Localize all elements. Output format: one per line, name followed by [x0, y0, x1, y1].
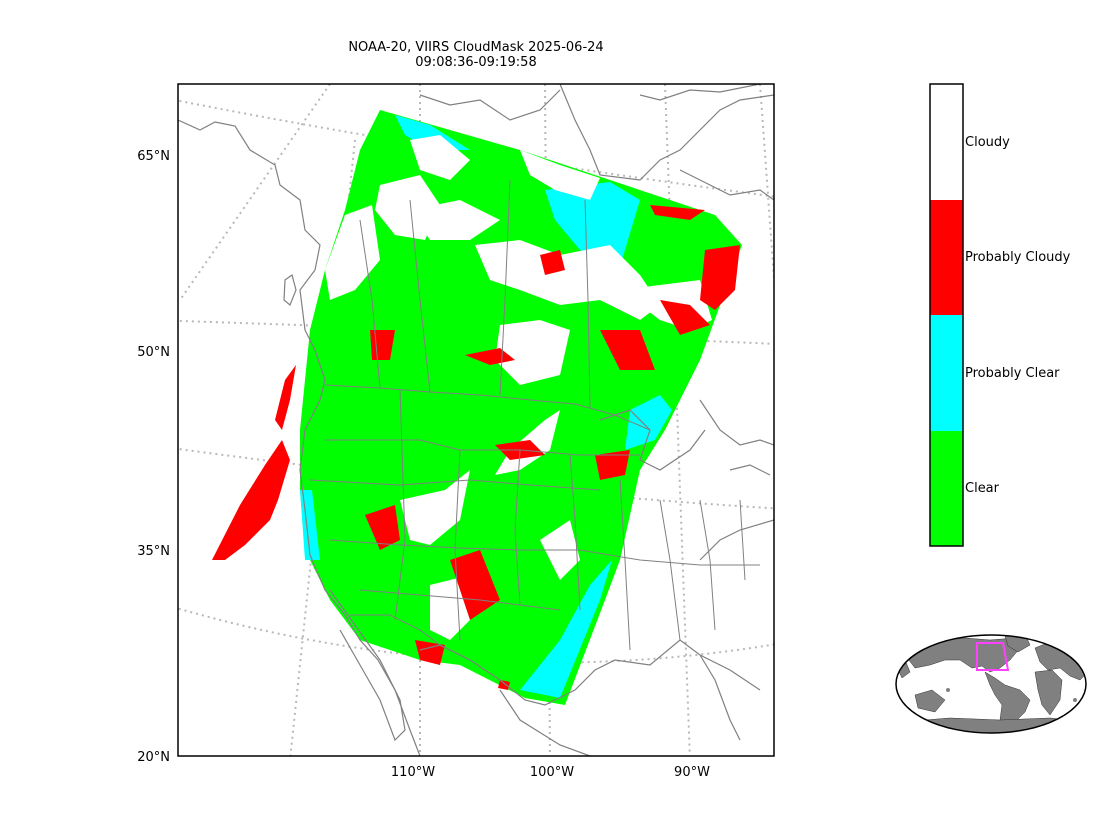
colorbar-frame — [929, 83, 964, 547]
inset-land — [896, 635, 1086, 733]
lat-tick-label: 20°N — [137, 750, 170, 765]
coastline-labrador — [679, 169, 774, 201]
map-frame — [177, 83, 775, 757]
colorbar-label-clear: Clear — [965, 481, 1000, 496]
map-title: NOAA-20, VIIRS CloudMask 2025-06-24 09:0… — [178, 40, 774, 70]
coastline-island — [283, 274, 297, 306]
coastline-hudson — [559, 84, 774, 181]
lat-tick-label: 50°N — [137, 345, 170, 360]
coastlines — [178, 84, 774, 756]
coastline-arctic — [419, 84, 761, 121]
lon-tick-label: 110°W — [391, 765, 435, 780]
colorbar-segment-probably-cloudy — [930, 200, 963, 315]
colorbar-label-probably-clear: Probably Clear — [965, 366, 1060, 381]
lat-tick-label: 65°N — [137, 149, 170, 164]
swath — [212, 110, 742, 705]
lat-tick-labels: 65°N 50°N 35°N 20°N — [137, 149, 170, 765]
lon-tick-label: 100°W — [530, 765, 574, 780]
coastline-east — [699, 399, 774, 561]
lon-tick-label: 90°W — [674, 765, 710, 780]
graticule-lon-130 — [179, 84, 331, 301]
colorbar-segment-probably-clear — [930, 315, 963, 431]
swath-probably-cloudy — [212, 205, 740, 690]
map-area — [178, 84, 774, 756]
colorbar: Cloudy Probably Cloudy Probably Clear Cl… — [929, 83, 1071, 547]
swath-probably-clear — [300, 115, 672, 698]
coastline-mexico — [499, 689, 591, 756]
lat-tick-label: 35°N — [137, 544, 170, 559]
colorbar-segment-cloudy — [930, 84, 963, 200]
colorbar-label-probably-cloudy: Probably Cloudy — [965, 250, 1071, 265]
border-us-mexico — [350, 614, 471, 661]
coastline-baja — [329, 589, 406, 742]
coastline-florida — [699, 654, 741, 741]
swath-clear-region — [300, 110, 742, 705]
border-us-states — [309, 389, 760, 651]
colorbar-label-cloudy: Cloudy — [965, 135, 1010, 150]
map-title-line1: NOAA-20, VIIRS CloudMask 2025-06-24 — [348, 40, 604, 55]
inset-globe — [895, 634, 1087, 734]
graticule-lat-65 — [178, 99, 774, 198]
border-canada-provinces — [359, 179, 591, 409]
lon-tick-labels: 110°W 100°W 90°W — [391, 765, 710, 780]
colorbar-segment-clear — [930, 431, 963, 546]
coastline-greatlakes — [599, 409, 706, 471]
political-borders — [309, 179, 760, 661]
inset-swath-extent — [976, 642, 1010, 671]
coastline-north — [178, 119, 421, 756]
border-us-canada — [324, 384, 651, 431]
map-title-line2: 09:08:36-09:19:58 — [415, 55, 537, 70]
inset-globe-outline — [895, 634, 1087, 734]
coastline-gulf — [419, 639, 761, 706]
